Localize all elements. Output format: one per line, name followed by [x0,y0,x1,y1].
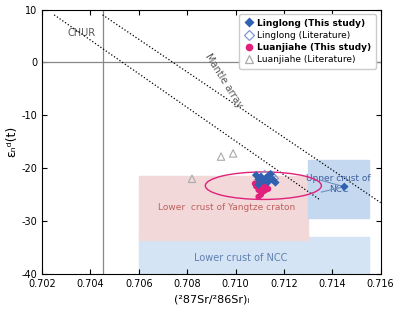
Y-axis label: εₙᵈ(t): εₙᵈ(t) [6,126,18,157]
Text: CHUR: CHUR [67,28,95,38]
Point [261,172,268,177]
Point [258,179,264,184]
Point [255,194,262,199]
Point [260,179,266,184]
Point [262,188,269,193]
Point [189,176,195,181]
Point [260,185,266,190]
Point [266,175,272,180]
Point [272,180,279,185]
Point [230,151,236,156]
Text: Lower crust of NCC: Lower crust of NCC [194,253,288,263]
Point [253,184,259,189]
Bar [139,237,368,274]
Legend: Linglong (This study), Linglong (Literature), Luanjiahe (This study), Luanjiahe : Linglong (This study), Linglong (Literat… [240,14,376,69]
Point [270,177,276,182]
Point [265,179,271,184]
Point [271,176,278,181]
Point [262,176,269,181]
Point [265,174,271,179]
Point [255,188,262,193]
Point [253,173,259,178]
Point [267,171,274,176]
Point [252,181,258,186]
Text: Lower  crust of Yangtze craton: Lower crust of Yangtze craton [158,203,295,212]
Point [258,192,264,197]
Bar [139,176,308,240]
Point [341,184,348,189]
Point [269,173,275,178]
Point [262,176,269,181]
Text: Upper crust of
NCC: Upper crust of NCC [306,175,371,194]
Text: Mantle array: Mantle array [203,51,244,109]
Point [262,182,269,187]
Point [265,186,271,191]
Point [258,185,264,190]
Point [255,177,262,182]
Point [258,174,264,179]
X-axis label: (²87Sr/²86Sr)ᵢ: (²87Sr/²86Sr)ᵢ [174,294,249,304]
Point [218,154,224,159]
Point [264,178,270,183]
Bar [308,160,368,219]
Point [260,189,266,194]
Point [255,182,262,187]
